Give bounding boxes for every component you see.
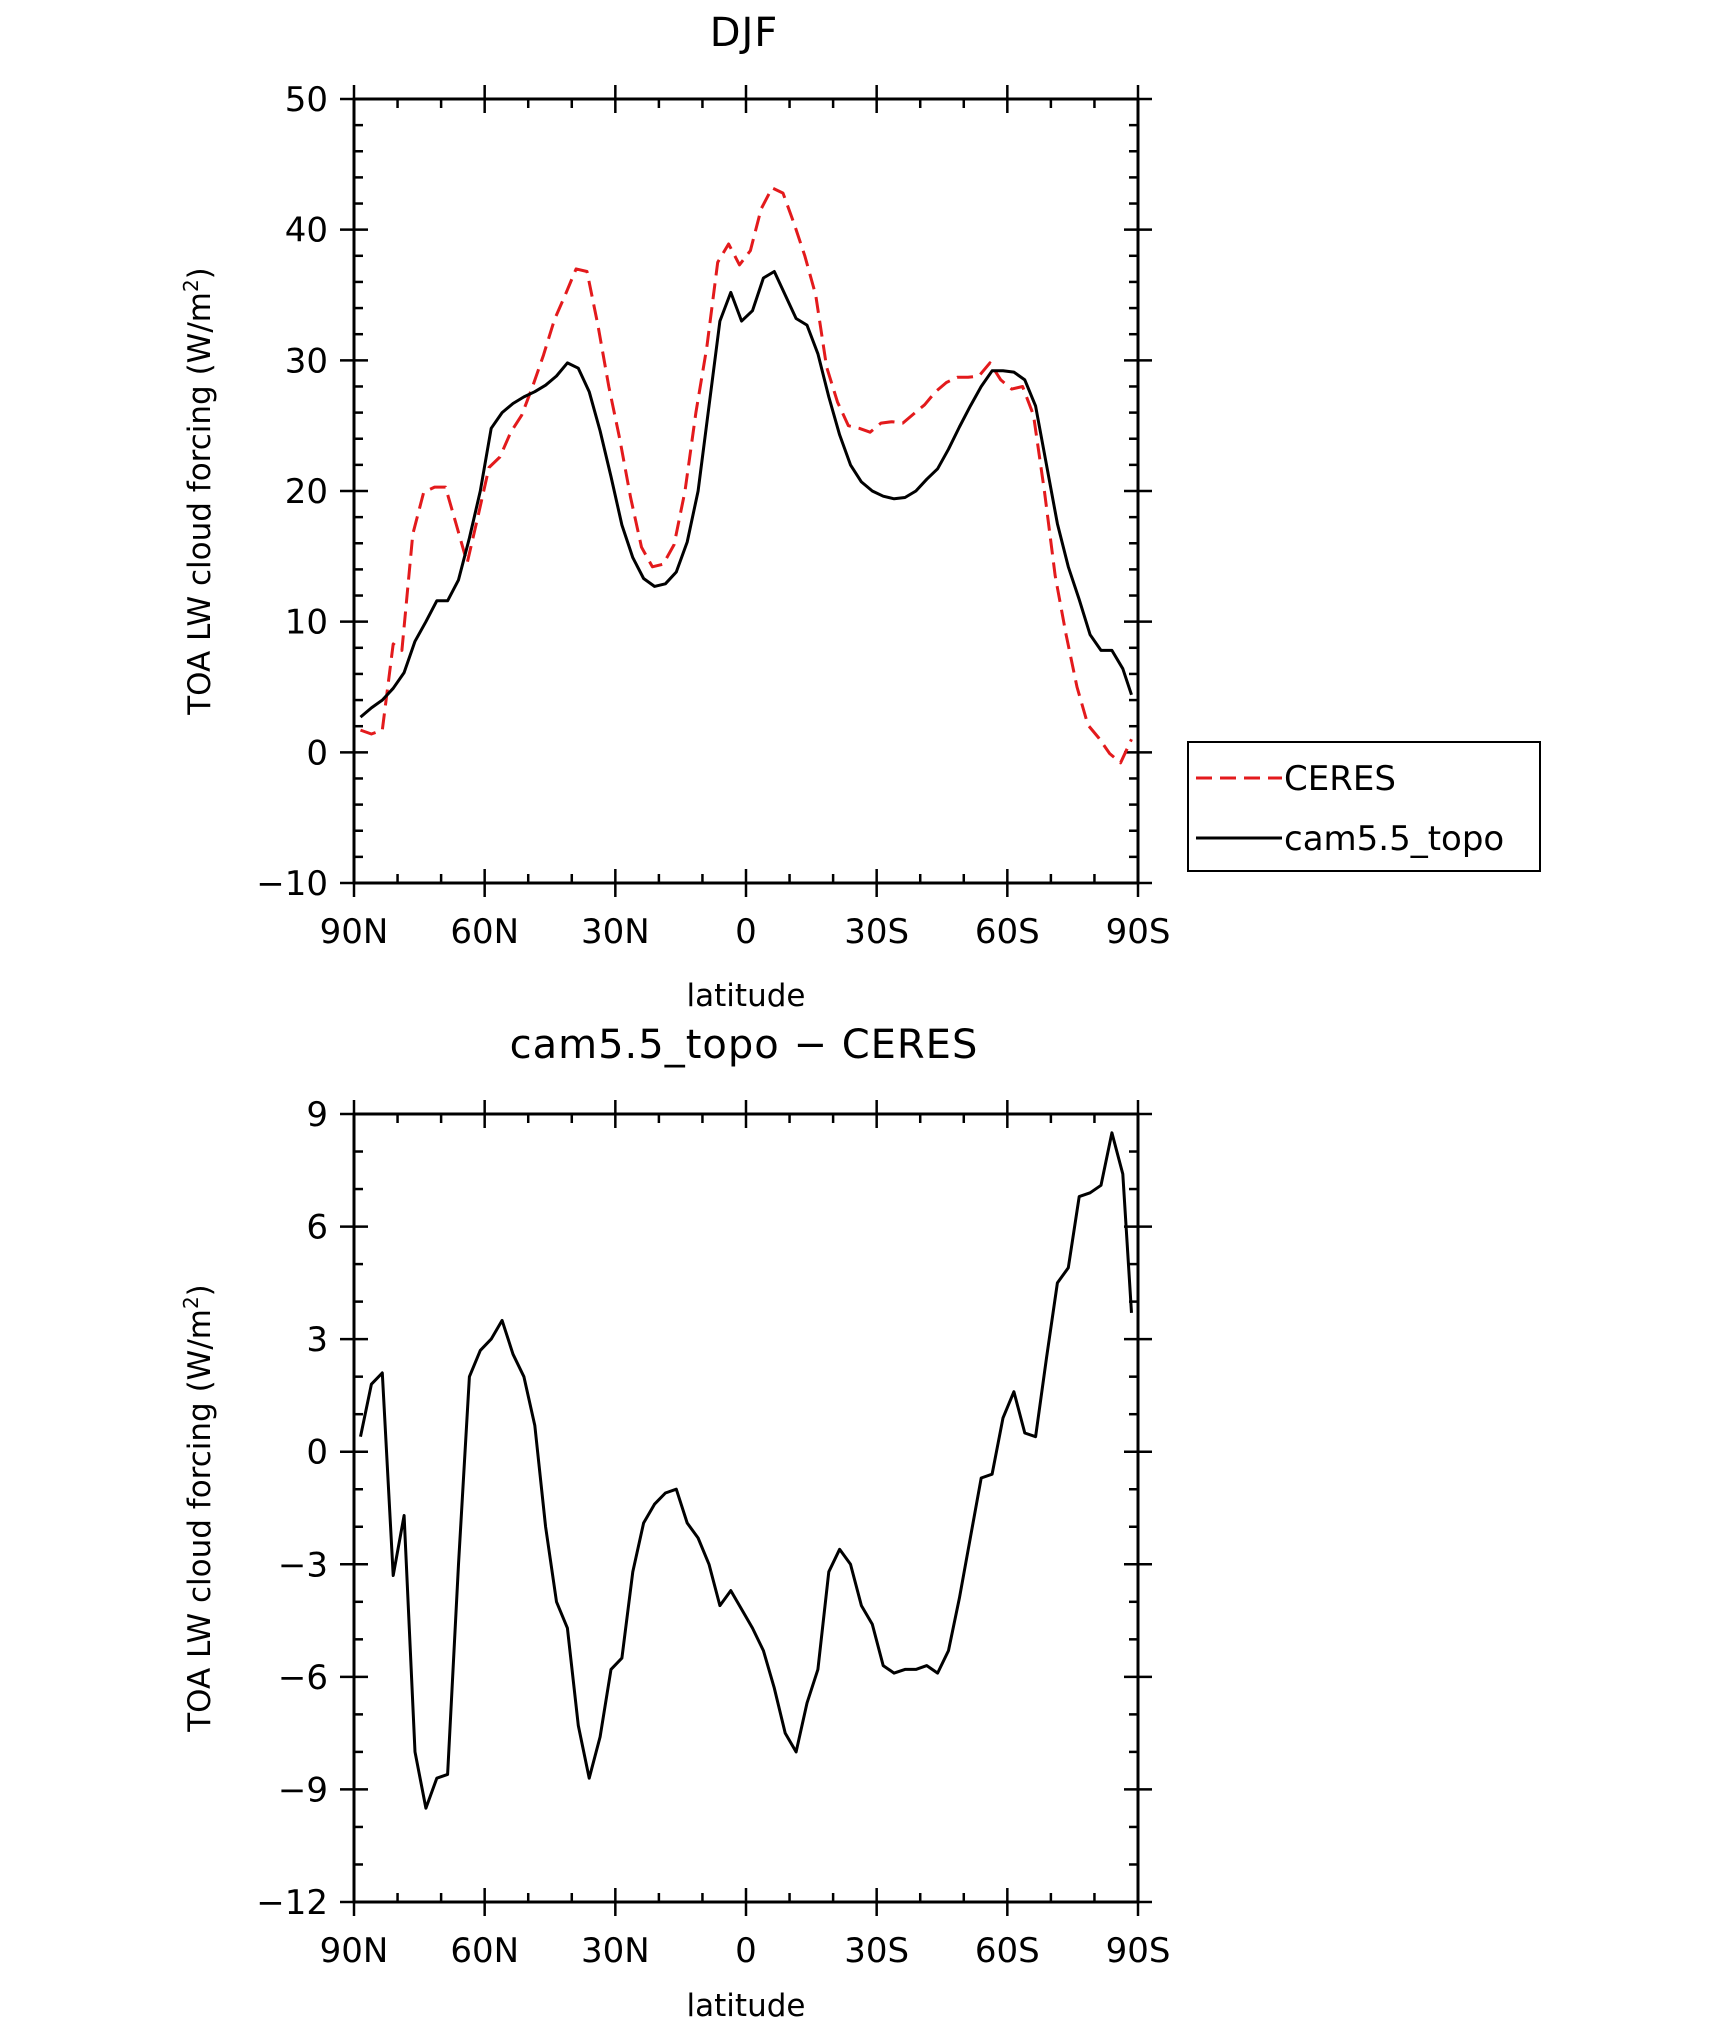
top-y-axis-label: TOA LW cloud forcing (W/m2) (179, 267, 218, 716)
top-x-axis-label: latitude (687, 978, 806, 1014)
x-tick-label: 30N (581, 912, 650, 952)
bottom-tick-marks (340, 1100, 1152, 1916)
top-chart-title: DJF (710, 10, 779, 56)
x-tick-label: 30S (844, 1931, 909, 1971)
y-tick-label: 50 (285, 80, 328, 120)
y-tick-label: −12 (256, 1883, 328, 1923)
y-tick-label: −6 (278, 1658, 328, 1698)
y-tick-label: −9 (278, 1770, 328, 1810)
x-tick-label: 90S (1106, 912, 1171, 952)
x-tick-label: 30N (581, 1931, 650, 1971)
top-x-tick-labels: 90N 60N 30N 0 30S 60S 90S (320, 912, 1171, 952)
x-tick-label: 30S (844, 912, 909, 952)
legend-label-cam: cam5.5_topo (1284, 819, 1504, 859)
legend-box (1187, 741, 1541, 872)
bottom-y-tick-labels: −12 −9 −6 −3 0 3 6 9 (256, 1095, 328, 1923)
bottom-series-lines (359, 1131, 1133, 1810)
x-tick-label: 60N (450, 1931, 519, 1971)
top-panel: DJF −10 0 10 20 30 40 50 90N 60N 30N 0 30S 60S 90S l… (179, 10, 1541, 1014)
series-line-ceres (359, 186, 1133, 765)
x-tick-label: 90N (320, 1931, 389, 1971)
y-tick-label: 30 (285, 341, 328, 381)
x-tick-label: 0 (735, 1931, 757, 1971)
legend: CERES cam5.5_topo (1187, 741, 1541, 872)
bottom-panel: cam5.5_topo − CERES −12 −9 −6 −3 0 3 6 9 90N 60N… (179, 1022, 1170, 2021)
bottom-plot-frame (352, 1112, 1140, 1904)
y-tick-label: 9 (306, 1095, 328, 1135)
bottom-x-axis-label: latitude (687, 1988, 806, 2021)
series-line-cam5-5-topo (359, 270, 1133, 719)
top-tick-marks (340, 85, 1152, 897)
y-tick-label: 0 (306, 1433, 328, 1473)
x-tick-label: 0 (735, 912, 757, 952)
top-plot-frame (352, 97, 1140, 885)
top-series-lines (359, 186, 1133, 765)
y-tick-label: 0 (306, 733, 328, 773)
legend-label-ceres: CERES (1284, 759, 1396, 799)
bottom-x-tick-labels: 90N 60N 30N 0 30S 60S 90S (320, 1931, 1171, 1971)
x-tick-label: 60S (975, 912, 1040, 952)
series-line-difference (359, 1131, 1133, 1810)
y-tick-label: 3 (306, 1320, 328, 1360)
x-tick-label: 60S (975, 1931, 1040, 1971)
y-tick-label: 20 (285, 472, 328, 512)
bottom-chart-title: cam5.5_topo − CERES (510, 1022, 979, 1068)
x-tick-label: 90N (320, 912, 389, 952)
top-y-tick-labels: −10 0 10 20 30 40 50 (256, 80, 328, 904)
y-tick-label: 40 (285, 211, 328, 251)
y-tick-label: 10 (285, 603, 328, 643)
bottom-y-axis-label: TOA LW cloud forcing (W/m2) (179, 1284, 218, 1733)
y-tick-label: 6 (306, 1208, 328, 1248)
y-tick-label: −10 (256, 864, 328, 904)
x-tick-label: 60N (450, 912, 519, 952)
y-tick-label: −3 (278, 1545, 328, 1585)
x-tick-label: 90S (1106, 1931, 1171, 1971)
